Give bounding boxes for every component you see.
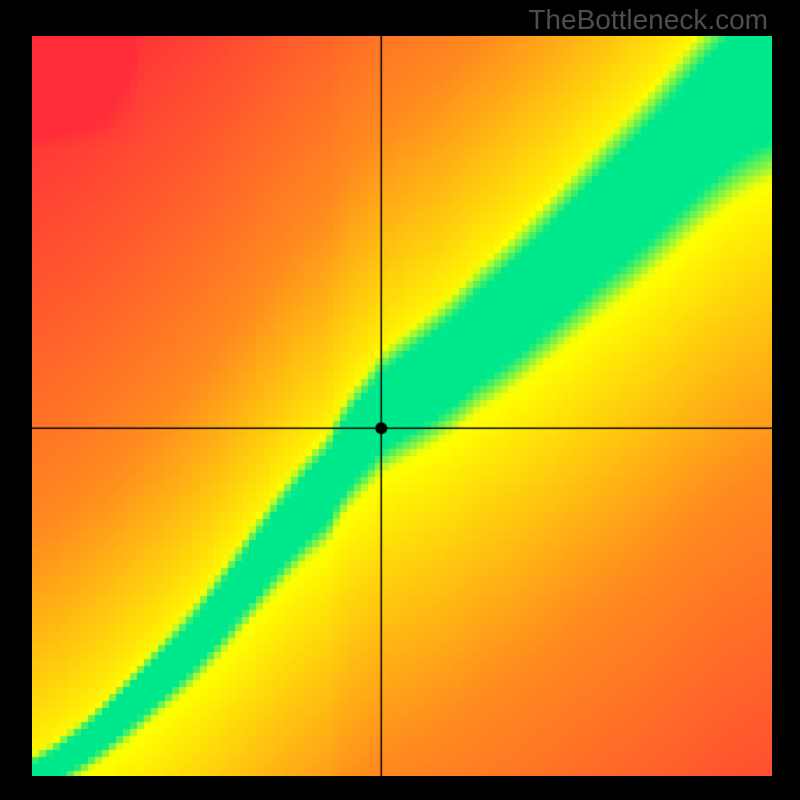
crosshair-overlay — [32, 36, 772, 776]
watermark-text: TheBottleneck.com — [528, 4, 768, 36]
heatmap-plot — [32, 36, 772, 776]
chart-frame: TheBottleneck.com — [0, 0, 800, 800]
